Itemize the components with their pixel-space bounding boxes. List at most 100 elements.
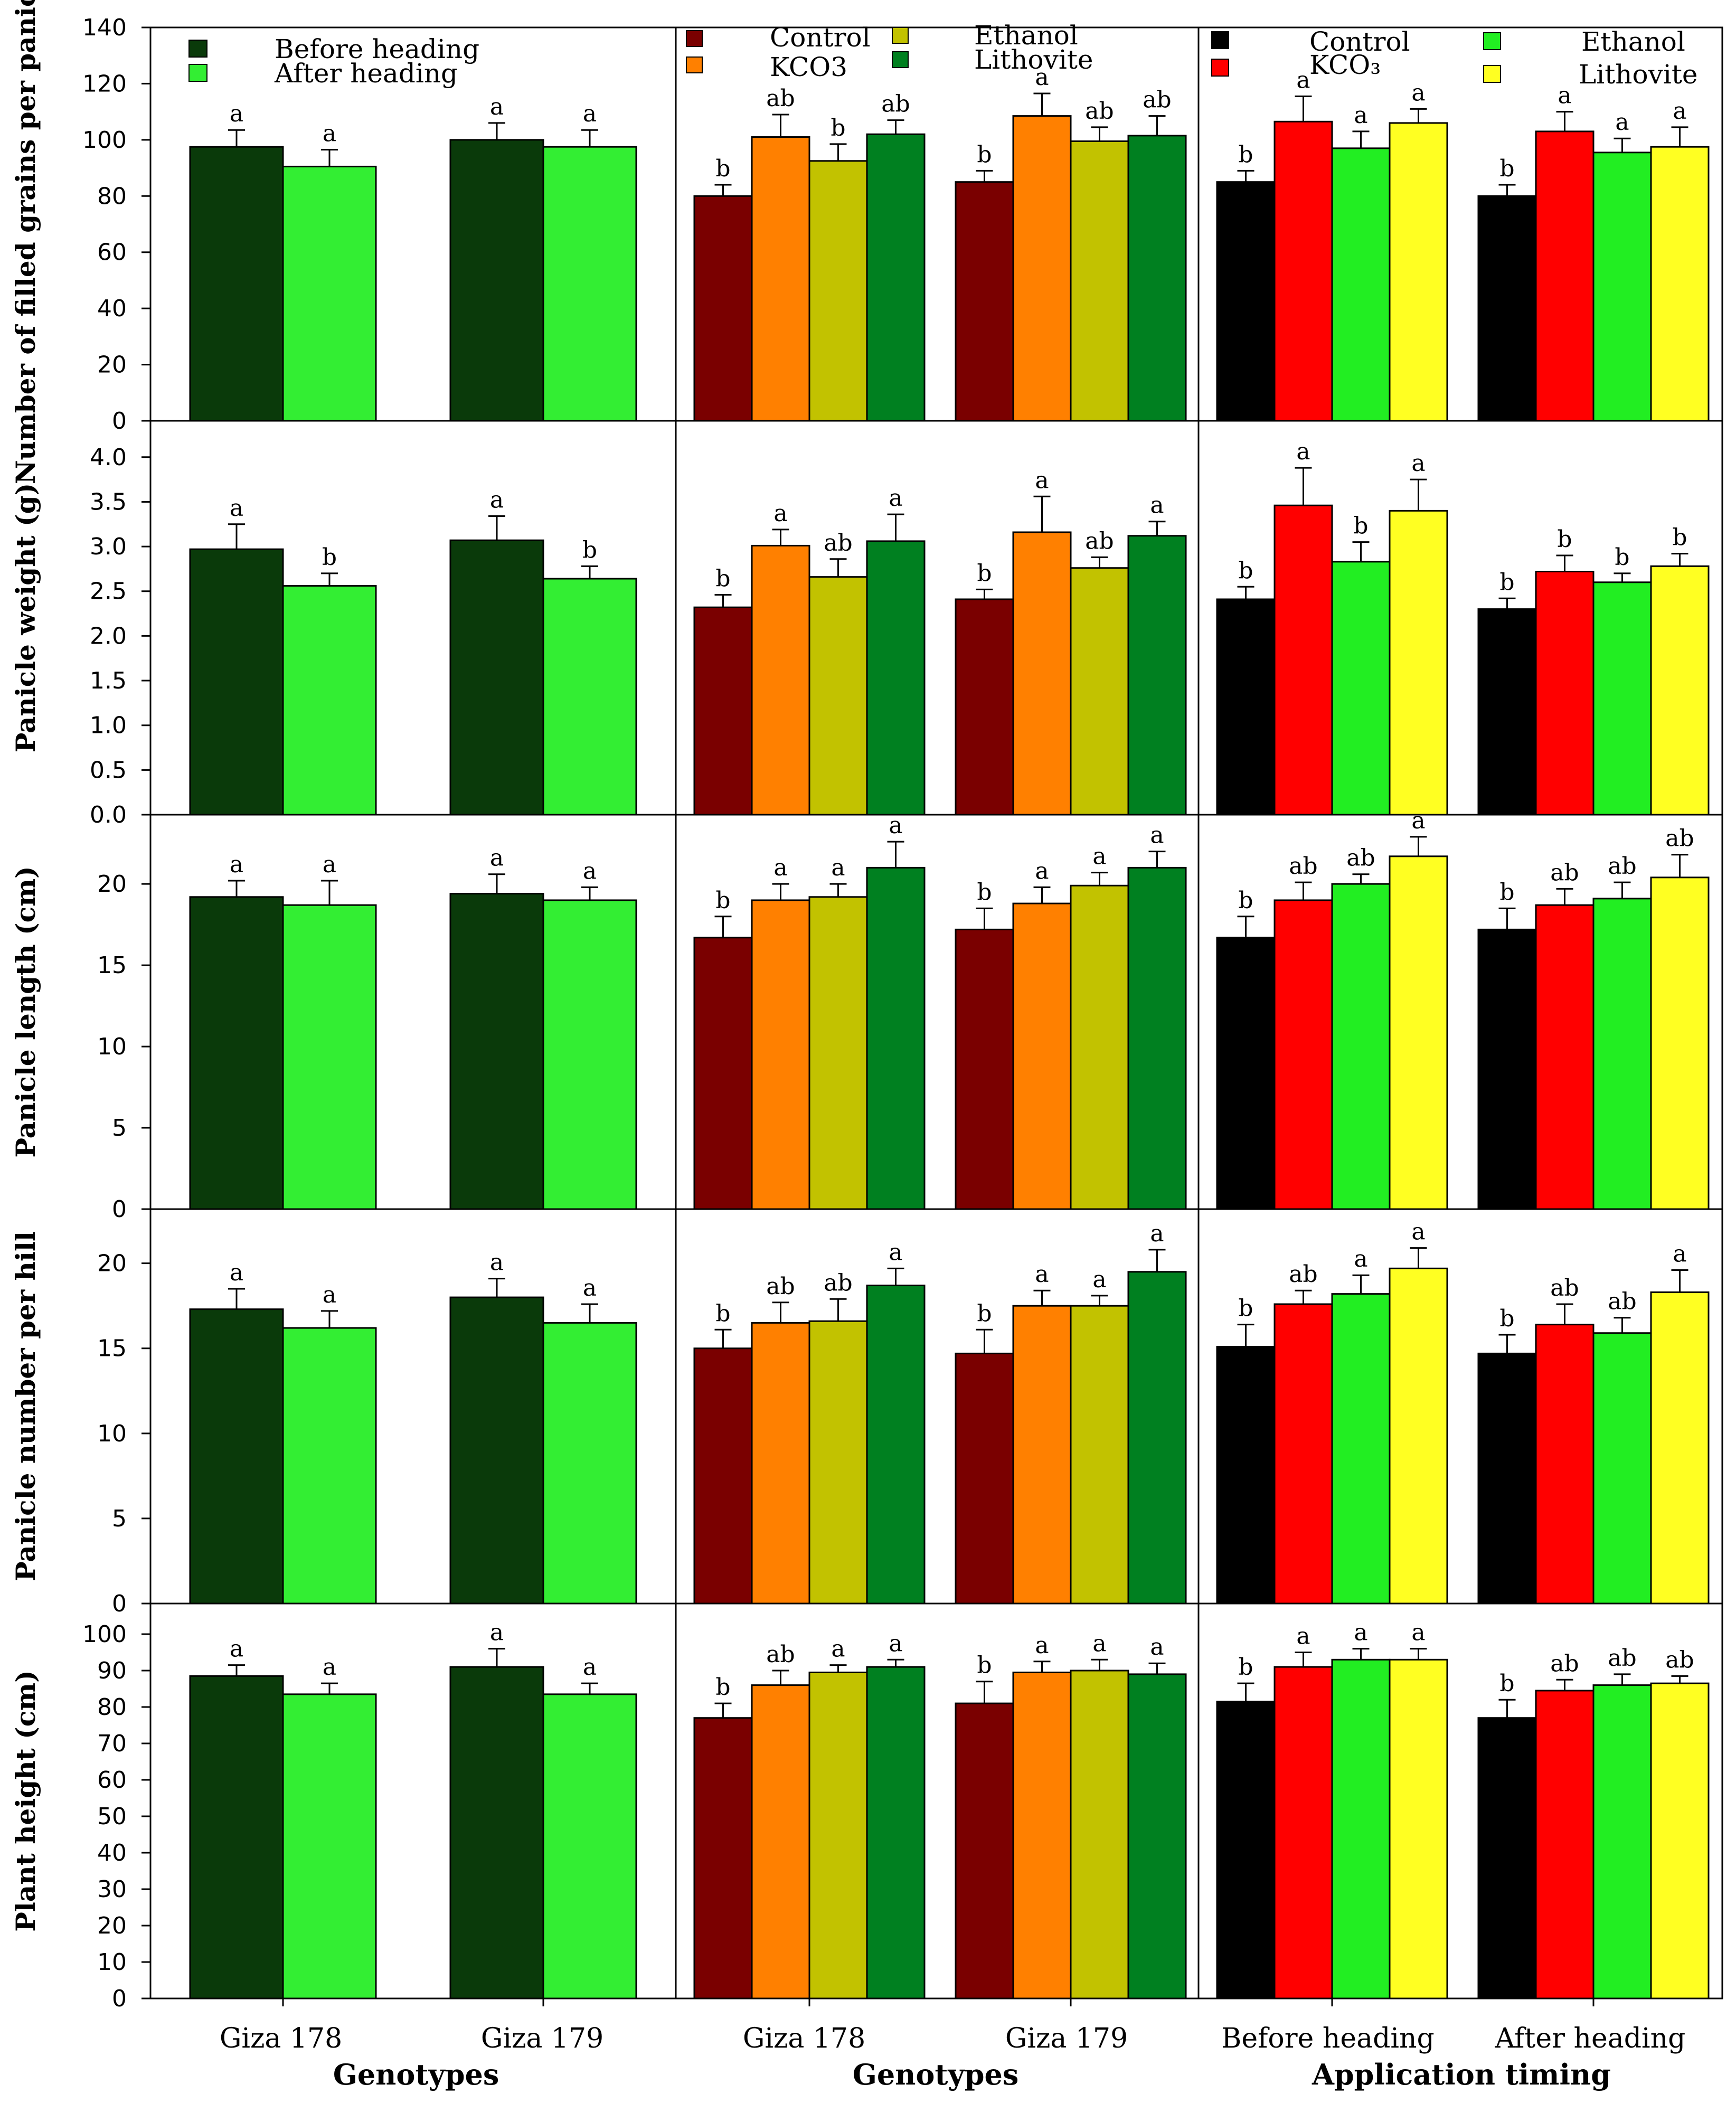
y-tick-label: 20 [97,871,127,898]
bar [449,1666,544,2000]
bar [1650,146,1710,422]
bar [189,896,284,1210]
legend-swatch-lithovite-timing [1483,65,1501,83]
y-tick-label: 120 [82,70,127,97]
y-tick-label: 0.0 [90,801,127,828]
y-tick-label: 15 [97,952,127,979]
significance-letter: ab [1346,845,1375,872]
significance-letter: ab [824,1269,852,1296]
bar [1477,195,1537,422]
bar [1535,1324,1595,1605]
y-tick-label: 60 [97,239,127,266]
bar [808,160,868,422]
bar [808,576,868,816]
frame-layer [141,26,1723,2006]
significance-letter: a [230,100,243,127]
significance-letter: a [1035,857,1049,884]
significance-letter: a [1092,1266,1106,1293]
y-tick-label: 0 [112,408,127,435]
legend-label-control: Control [770,22,871,53]
bar [1535,570,1595,816]
bar [1273,899,1333,1210]
significance-letter: b [1238,141,1253,168]
significance-letter: b [1557,526,1572,553]
significance-letter: b [1353,513,1368,540]
y-tick-label: 0 [112,1196,127,1223]
significance-letter: b [977,1652,992,1679]
significance-letter: b [977,141,992,168]
significance-letter: b [1672,524,1687,551]
legend-label-lithovite-timing: Lithovite [1579,59,1698,90]
significance-letter: a [1296,438,1310,465]
significance-letter: b [715,155,730,182]
bar [1331,883,1391,1210]
bar [282,904,377,1210]
bar [1012,902,1072,1210]
significance-letter: a [773,500,787,527]
bar [282,1693,377,2000]
significance-letter: b [1499,1670,1514,1697]
y-tick-label: 20 [97,1250,127,1277]
y-axis-label: Plant height (cm) [10,1670,41,1931]
significance-letter: b [322,544,337,571]
significance-letter: a [889,812,902,839]
bar [955,598,1014,816]
significance-letter: a [1092,843,1106,870]
bar [1216,1346,1276,1605]
bar [189,548,284,816]
legend-label-before-heading: Before heading [275,34,479,64]
significance-letter: ab [881,91,910,118]
y-tick-label: 1.0 [90,712,127,739]
legend-swatch-after-heading [188,64,207,82]
bar [189,1675,284,2000]
bar [1650,1291,1710,1605]
significance-letter: a [323,1654,336,1681]
significance-letter: a [1615,109,1629,136]
significance-letter: a [889,485,902,512]
bar [866,1285,926,1605]
bar [751,899,810,1210]
bar [1127,135,1187,422]
bar [751,1322,810,1605]
significance-letter: b [1499,569,1514,596]
bar [1389,510,1448,816]
significance-letter: ab [824,530,852,557]
bar [693,606,753,816]
bar [542,578,637,816]
bar [1273,1303,1333,1605]
y-tick-label: 2.0 [90,623,127,649]
significance-letter: b [1499,1305,1514,1332]
bar [1070,140,1129,422]
significance-letter: a [1411,450,1425,477]
y-axis-label: Panicle number per hill [10,1231,41,1581]
significance-letter: ab [1550,859,1579,886]
legend-swatch-before-heading [188,40,207,58]
bar [1070,567,1129,816]
significance-letter: a [583,1275,597,1302]
legend-label-kco3: KCO3 [770,52,847,82]
significance-letter: a [1035,64,1049,91]
significance-letter: a [230,1259,243,1286]
bars-layer [189,92,1710,2000]
significance-letter: a [889,1630,902,1657]
significance-letter: ab [766,85,795,112]
bar [866,540,926,816]
significance-letter: a [230,851,243,878]
bar [808,1320,868,1605]
bar [1592,581,1652,816]
y-tick-label: 140 [82,14,127,41]
bar [808,1671,868,2000]
y-tick-label: 2.5 [90,578,127,605]
bar [1127,1673,1187,2000]
y-tick-label: 60 [97,1767,127,1794]
bar [1070,884,1129,1210]
significance-letter: b [1238,887,1253,914]
legend-swatch-kco3-timing [1211,59,1229,77]
bar [1012,531,1072,816]
y-tick-label: 40 [97,295,127,322]
xtick-col3-after-heading: After heading [1495,2023,1686,2054]
y-tick-label: 10 [97,1033,127,1060]
bar [1535,904,1595,1210]
bar [1535,130,1595,422]
y-tick-label: 4.0 [90,444,127,471]
